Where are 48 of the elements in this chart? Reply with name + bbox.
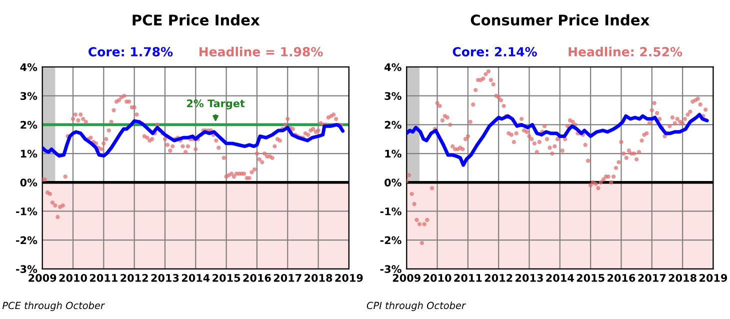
y-tick-label: -1% bbox=[16, 207, 38, 216]
y-tick-label: -1% bbox=[380, 207, 402, 216]
x-tick-label: 2009 bbox=[28, 274, 56, 282]
x-tick-label: 2016 bbox=[608, 274, 636, 282]
x-tick-label: 2014 bbox=[546, 274, 574, 282]
y-tick-label: -2% bbox=[16, 236, 38, 244]
y-tick-label: 2% bbox=[384, 120, 402, 129]
x-tick-label: 2019 bbox=[335, 274, 363, 282]
text: Headline: 2.52% bbox=[568, 46, 682, 56]
x-tick-label: 2014 bbox=[182, 274, 210, 282]
x-tick-label: 2015 bbox=[212, 274, 240, 282]
x-tick-label: 2016 bbox=[243, 274, 271, 282]
chart-title: Consumer Price Index bbox=[470, 14, 650, 26]
y-tick-label: 3% bbox=[384, 92, 402, 100]
x-tick-label: 2011 bbox=[90, 274, 118, 282]
y-tick-label: 0% bbox=[20, 178, 38, 186]
x-tick-label: 2013 bbox=[516, 274, 543, 282]
x-tick-label: 2011 bbox=[454, 274, 482, 282]
x-tick-label: 2018 bbox=[304, 274, 332, 282]
line-series bbox=[406, 112, 709, 167]
text: Core: 1.78% bbox=[88, 47, 173, 56]
line-series bbox=[42, 119, 345, 158]
x-tick-label: 2017 bbox=[274, 274, 302, 282]
x-tick-label: 2019 bbox=[700, 274, 728, 282]
y-tick-label: -2% bbox=[380, 236, 402, 244]
x-tick-label: 2009 bbox=[392, 274, 420, 282]
y-tick-label: -3% bbox=[16, 265, 38, 274]
y-tick-label: 1% bbox=[385, 150, 402, 158]
x-tick-label: 2018 bbox=[668, 274, 696, 282]
y-tick-label: 4% bbox=[384, 63, 402, 72]
y-tick-label: 3% bbox=[20, 92, 38, 100]
x-tick-label: 2010 bbox=[424, 274, 452, 282]
y-tick-label: -3% bbox=[380, 265, 402, 274]
x-tick-label: 2017 bbox=[638, 274, 666, 282]
x-tick-label: 2015 bbox=[576, 274, 604, 282]
text: Headline = 1.98% bbox=[200, 46, 323, 56]
x-tick-label: 2013 bbox=[151, 274, 179, 282]
chart-title: PCE Price Index bbox=[132, 14, 260, 26]
y-tick-label: 1% bbox=[20, 150, 38, 158]
y-tick-label: 2% bbox=[20, 120, 38, 129]
text: CPI through October bbox=[366, 302, 466, 312]
x-tick-label: 2012 bbox=[484, 274, 512, 282]
y-tick-label: 4% bbox=[20, 63, 38, 72]
text: PCE through October bbox=[2, 302, 105, 312]
x-tick-label: 2012 bbox=[120, 274, 148, 282]
text: Core: 2.14% bbox=[452, 47, 537, 56]
x-tick-label: 2010 bbox=[59, 274, 87, 282]
y-tick-label: 0% bbox=[384, 178, 402, 186]
